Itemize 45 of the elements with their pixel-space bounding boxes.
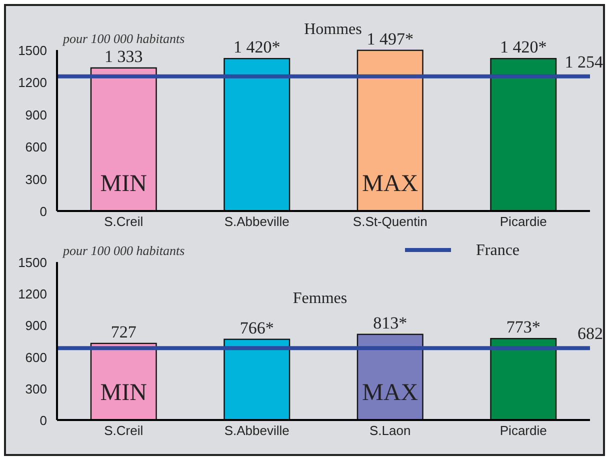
y-tick-label: 1500 — [18, 255, 47, 270]
y-axis-title: pour 100 000 habitants — [62, 243, 185, 258]
y-tick-label: 600 — [25, 140, 47, 155]
x-tick-label: S.Laon — [370, 423, 411, 438]
bar — [490, 58, 557, 212]
bar — [90, 67, 157, 212]
bar — [224, 58, 290, 212]
data-label: 727 — [110, 322, 137, 342]
y-tick-label: 300 — [25, 381, 47, 396]
y-tick-label: 600 — [25, 350, 47, 365]
x-tick-label: S.Creil — [104, 214, 144, 229]
y-tick-label: 300 — [25, 172, 47, 187]
bar — [224, 338, 290, 421]
data-label: 773* — [506, 318, 540, 337]
y-axis-title: pour 100 000 habitants — [62, 31, 185, 46]
data-label: 766* — [240, 318, 274, 338]
legend-label: France — [476, 242, 520, 259]
bar — [356, 50, 424, 212]
annotation: MAX — [362, 380, 418, 406]
y-tick-label: 1200 — [18, 75, 47, 90]
y-tick-label: 900 — [25, 318, 47, 334]
data-label: 813* — [373, 313, 408, 332]
y-tick-label: 0 — [40, 204, 47, 219]
x-tick-label: S.Abbeville — [224, 214, 290, 229]
x-tick-label: Picardie — [500, 214, 547, 229]
x-tick-label: S.Creil — [104, 423, 144, 438]
y-tick-label: 900 — [25, 107, 47, 122]
x-tick-label: S.Abbeville — [224, 423, 290, 438]
chart-title: Hommes — [304, 21, 362, 38]
y-tick-label: 0 — [40, 413, 47, 428]
ref-line-label: 1 254 — [564, 52, 604, 72]
text: Femmes — [292, 290, 348, 307]
data-label: 1 420* — [500, 38, 547, 57]
annotation: 682 — [578, 324, 603, 344]
data-label: 1 420* — [234, 38, 280, 57]
bar — [490, 338, 557, 421]
data-label: 1 497* — [366, 29, 414, 48]
data-label: 1 333 — [104, 46, 143, 66]
x-tick-label: S.St-Quentin — [352, 214, 428, 229]
y-tick-label: 1500 — [18, 43, 47, 58]
x-tick-label: Picardie — [500, 423, 547, 438]
annotation: MIN — [100, 380, 147, 406]
annotation: MAX — [362, 171, 418, 197]
annotation: MIN — [100, 171, 147, 197]
y-tick-label: 1200 — [18, 286, 47, 302]
